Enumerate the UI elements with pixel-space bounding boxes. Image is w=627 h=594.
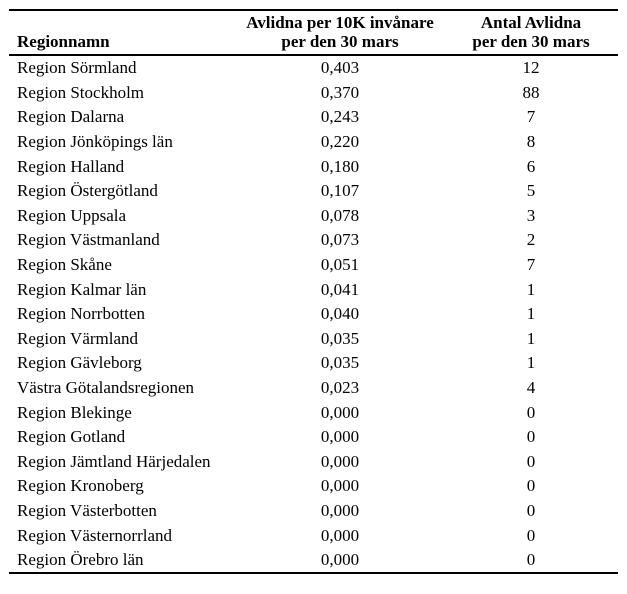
count-cell: 5 <box>526 181 536 201</box>
rate-cell: 0,073 <box>320 230 360 250</box>
table-row: Region Halland 0,180 6 <box>9 154 618 179</box>
count-cell: 2 <box>526 230 536 250</box>
table-header: Regionnamn Avlidna per 10K invånare per … <box>9 10 618 56</box>
count-cell: 88 <box>522 82 540 102</box>
table-row: Region Västerbotten 0,000 0 <box>9 499 618 524</box>
column-header-count-line2: per den 30 mars <box>472 32 590 51</box>
rate-cell: 0,403 <box>320 58 360 78</box>
rate-cell: 0,035 <box>320 353 360 373</box>
column-header-rate: Avlidna per 10K invånare per den 30 mars <box>236 10 444 56</box>
column-header-count: Antal Avlidna per den 30 mars <box>444 10 618 56</box>
region-name-cell: Region Skåne <box>17 255 112 275</box>
column-header-regionnamn: Regionnamn <box>9 10 236 56</box>
region-name-cell: Region Jönköpings län <box>17 132 173 152</box>
column-header-label: Regionnamn <box>17 32 110 51</box>
rate-cell: 0,041 <box>320 279 360 299</box>
region-name-cell: Region Norrbotten <box>17 304 145 324</box>
count-cell: 6 <box>526 156 536 176</box>
table-row: Region Norrbotten 0,040 1 <box>9 302 618 327</box>
column-header-rate-line2: per den 30 mars <box>281 32 399 51</box>
rate-cell: 0,051 <box>320 255 360 275</box>
count-cell: 7 <box>526 255 536 275</box>
table-row: Region Västmanland 0,073 2 <box>9 228 618 253</box>
rate-cell: 0,180 <box>320 156 360 176</box>
count-cell: 0 <box>526 500 536 520</box>
rate-cell: 0,000 <box>320 402 360 422</box>
table-row: Region Sörmland 0,403 12 <box>9 55 618 81</box>
rate-cell: 0,000 <box>320 451 360 471</box>
table-row: Region Uppsala 0,078 3 <box>9 204 618 229</box>
count-cell: 0 <box>526 525 536 545</box>
region-name-cell: Region Jämtland Härjedalen <box>17 451 211 471</box>
region-name-cell: Region Blekinge <box>17 402 132 422</box>
region-name-cell: Region Västerbotten <box>17 500 157 520</box>
rate-cell: 0,035 <box>320 328 360 348</box>
region-name-cell: Region Örebro län <box>17 550 144 570</box>
count-cell: 4 <box>526 378 536 398</box>
table-row: Region Jämtland Härjedalen 0,000 0 <box>9 450 618 475</box>
region-name-cell: Region Dalarna <box>17 107 125 127</box>
region-name-cell: Region Uppsala <box>17 205 127 225</box>
region-name-cell: Region Gotland <box>17 427 126 447</box>
rate-cell: 0,000 <box>320 500 360 520</box>
column-header-rate-line1: Avlidna per 10K invånare <box>246 13 434 32</box>
table-row: Region Värmland 0,035 1 <box>9 327 618 352</box>
rate-cell: 0,220 <box>320 132 360 152</box>
region-name-cell: Region Västernorrland <box>17 525 173 545</box>
rate-cell: 0,000 <box>320 476 360 496</box>
table-row: Region Gotland 0,000 0 <box>9 425 618 450</box>
count-cell: 0 <box>526 451 536 471</box>
regions-table: Regionnamn Avlidna per 10K invånare per … <box>9 9 618 575</box>
region-name-cell: Region Västmanland <box>17 230 160 250</box>
region-name-cell: Västra Götalandsregionen <box>17 378 195 398</box>
rate-cell: 0,000 <box>320 550 360 570</box>
region-name-cell: Region Sörmland <box>17 58 137 78</box>
rate-cell: 0,370 <box>320 82 360 102</box>
region-name-cell: Region Gävleborg <box>17 353 142 373</box>
region-name-cell: Region Halland <box>17 156 125 176</box>
column-header-count-line1: Antal Avlidna <box>480 13 582 32</box>
count-cell: 0 <box>526 427 536 447</box>
rate-cell: 0,107 <box>320 181 360 201</box>
table-row: Region Stockholm 0,370 88 <box>9 81 618 106</box>
count-cell: 1 <box>526 353 536 373</box>
rate-cell: 0,000 <box>320 525 360 545</box>
count-cell: 3 <box>526 205 536 225</box>
count-cell: 1 <box>526 279 536 299</box>
rate-cell: 0,040 <box>320 304 360 324</box>
region-name-cell: Region Stockholm <box>17 82 145 102</box>
table-row: Region Blekinge 0,000 0 <box>9 400 618 425</box>
rate-cell: 0,023 <box>320 378 360 398</box>
table-row: Västra Götalandsregionen 0,023 4 <box>9 376 618 401</box>
region-name-cell: Region Östergötland <box>17 181 158 201</box>
count-cell: 1 <box>526 328 536 348</box>
region-name-cell: Region Kronoberg <box>17 476 144 496</box>
region-name-cell: Region Värmland <box>17 328 139 348</box>
table-row: Region Kronoberg 0,000 0 <box>9 474 618 499</box>
table-row: Region Västernorrland 0,000 0 <box>9 523 618 548</box>
table-row: Region Östergötland 0,107 5 <box>9 179 618 204</box>
rate-cell: 0,000 <box>320 427 360 447</box>
table-row: Region Skåne 0,051 7 <box>9 253 618 278</box>
count-cell: 7 <box>526 107 536 127</box>
region-name-cell: Region Kalmar län <box>17 279 147 299</box>
table-row: Region Örebro län 0,000 0 <box>9 548 618 574</box>
rate-cell: 0,243 <box>320 107 360 127</box>
count-cell: 0 <box>526 476 536 496</box>
header-row: Regionnamn Avlidna per 10K invånare per … <box>9 10 618 56</box>
count-cell: 0 <box>526 550 536 570</box>
table-row: Region Gävleborg 0,035 1 <box>9 351 618 376</box>
count-cell: 8 <box>526 132 536 152</box>
rate-cell: 0,078 <box>320 205 360 225</box>
count-cell: 0 <box>526 402 536 422</box>
table-row: Region Kalmar län 0,041 1 <box>9 277 618 302</box>
count-cell: 12 <box>522 58 540 78</box>
table-body: Region Sörmland 0,403 12 Region Stockhol… <box>9 55 618 573</box>
table-row: Region Jönköpings län 0,220 8 <box>9 130 618 155</box>
table-row: Region Dalarna 0,243 7 <box>9 105 618 130</box>
count-cell: 1 <box>526 304 536 324</box>
